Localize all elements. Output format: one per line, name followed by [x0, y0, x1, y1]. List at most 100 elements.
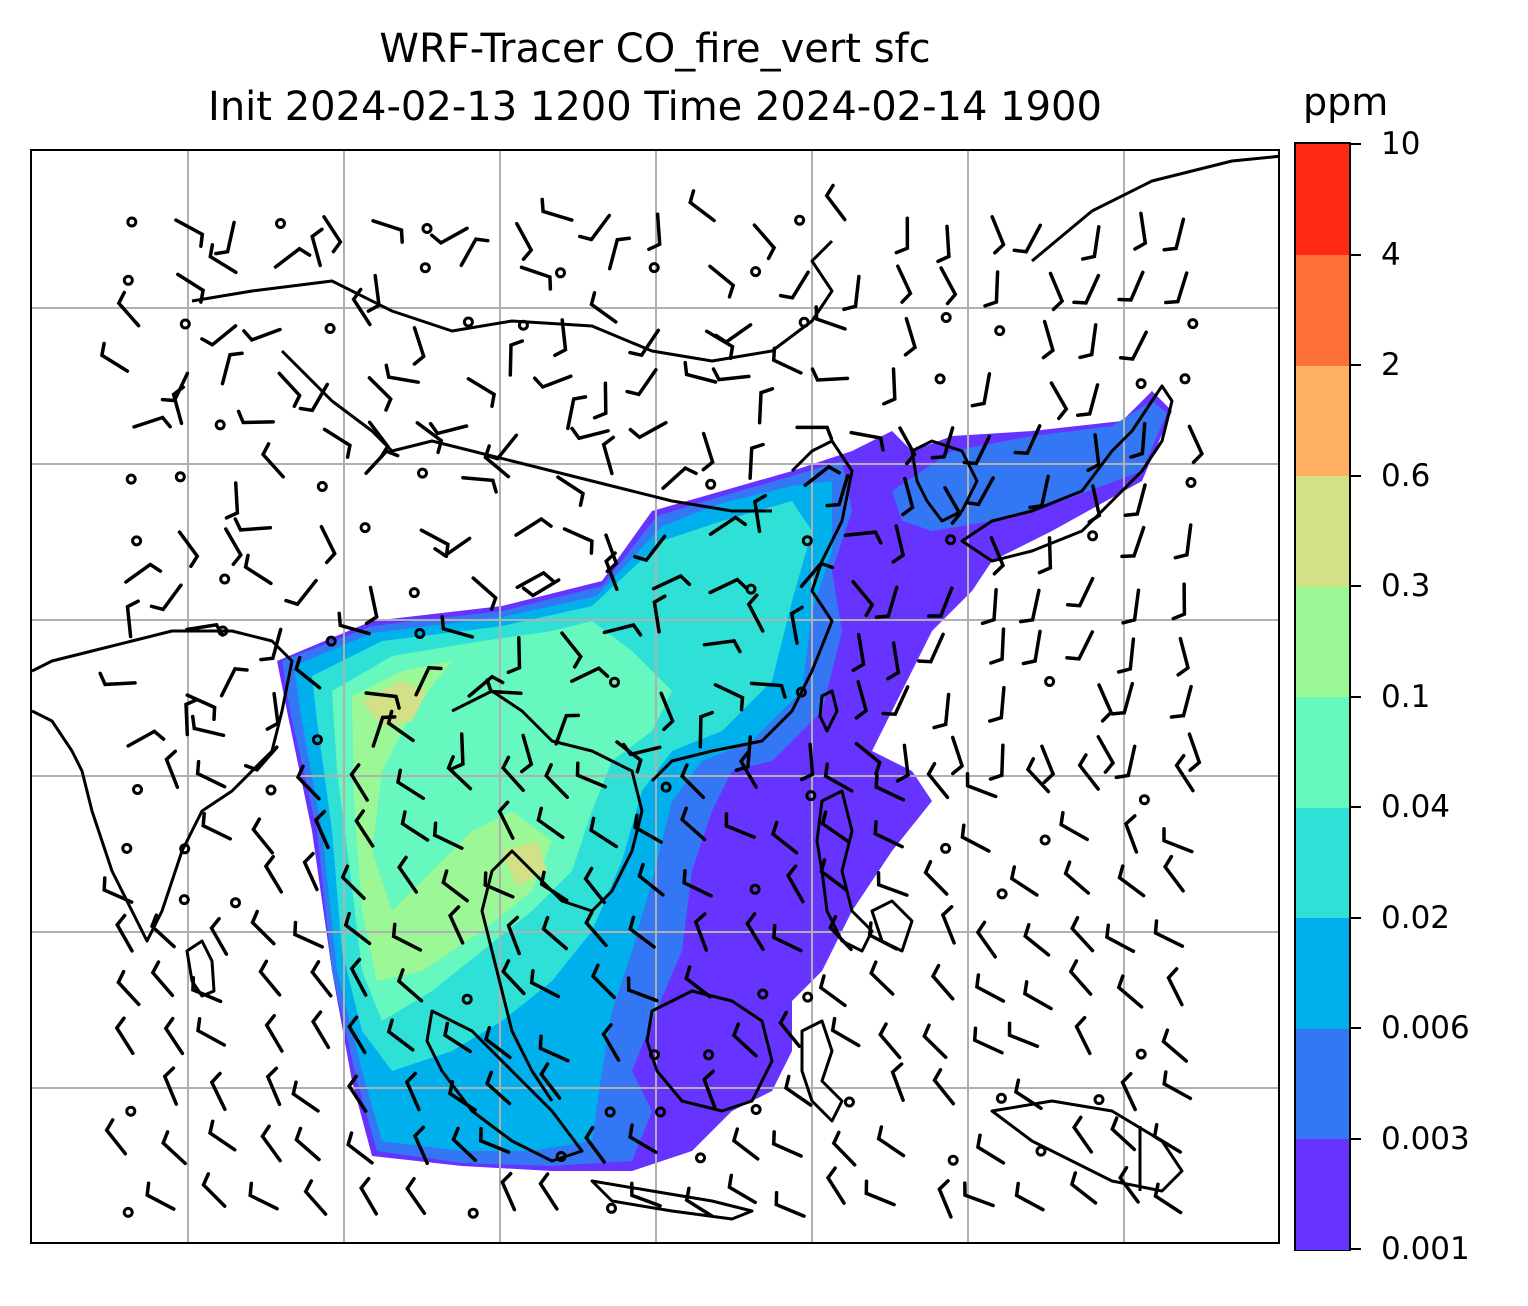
wind-barb [633, 534, 667, 563]
wind-barb [1123, 814, 1139, 854]
wind-barb [602, 623, 643, 637]
wind-barb [702, 1069, 717, 1110]
wind-barb [310, 1010, 331, 1050]
wind-barb [163, 1016, 185, 1056]
wind-barb [450, 732, 465, 771]
wind-barb [384, 363, 420, 384]
wind-barb [943, 486, 963, 525]
wind-barb [125, 599, 140, 639]
wind-barb [451, 1126, 478, 1162]
wind-barb [149, 913, 176, 949]
calm-wind-circle [178, 894, 190, 906]
wind-barb [448, 905, 465, 945]
wind-barb [251, 817, 275, 855]
wind-barb [628, 328, 661, 358]
calm-wind-circle [794, 214, 806, 226]
calm-wind-circle [947, 1154, 959, 1166]
calm-wind-circle [649, 1049, 660, 1061]
wind-barb [1087, 484, 1102, 524]
calm-wind-circle [802, 991, 814, 1003]
calm-wind-circle [609, 676, 620, 688]
wind-barb [693, 912, 709, 952]
wind-barb [386, 709, 415, 743]
wind-barb [785, 864, 805, 904]
calm-wind-circle [359, 522, 371, 534]
wind-barb [184, 697, 199, 737]
calm-wind-circle [750, 1104, 762, 1115]
wind-barb [784, 1074, 813, 1107]
sumatra-coastline [425, 1009, 584, 1163]
calm-wind-circle [555, 267, 566, 279]
wind-barb [171, 385, 185, 426]
wind-barb [190, 714, 226, 738]
wind-barb [114, 1016, 135, 1056]
wind-barb [1162, 1070, 1193, 1101]
wind-barb [479, 1127, 511, 1154]
wind-barb [1048, 271, 1065, 312]
colorbar [1294, 142, 1351, 1251]
wind-barb [818, 974, 847, 1008]
wind-barb [1123, 483, 1147, 518]
wind-barb [233, 517, 273, 532]
tracer-northeast-plume [892, 401, 1167, 531]
wind-barb [1162, 217, 1186, 252]
calm-wind-circle [705, 478, 717, 490]
calm-wind-circle [1187, 318, 1199, 330]
wind-barb [708, 515, 748, 536]
wind-barb [351, 287, 372, 327]
wind-barb [881, 685, 910, 717]
wind-barb [161, 1130, 187, 1166]
wind-barb [682, 869, 713, 898]
wind-barb [1018, 588, 1041, 624]
wind-barb [1176, 636, 1190, 677]
wind-barb [930, 426, 955, 460]
wind-barb [901, 476, 915, 517]
calm-wind-circle [214, 419, 226, 431]
wind-barb [126, 729, 166, 748]
wind-barb [713, 683, 745, 712]
map-canvas [32, 151, 1278, 1242]
wind-barb [1049, 381, 1069, 421]
wind-barb [539, 870, 569, 903]
wind-barb [628, 420, 668, 440]
colorbar-tick [1351, 364, 1361, 366]
wind-barb [1110, 1116, 1137, 1152]
wind-barb [680, 806, 707, 842]
wind-barb [397, 855, 419, 894]
wind-barb [532, 374, 573, 390]
wind-barb [864, 1179, 896, 1207]
wind-barb [604, 551, 619, 591]
wind-barb [536, 806, 565, 840]
wind-barb [242, 327, 282, 342]
wind-barb [346, 1131, 374, 1165]
wind-barb [1116, 637, 1136, 674]
wind-barb [940, 905, 956, 945]
wind-barb [825, 1166, 846, 1205]
wind-barb [746, 593, 765, 633]
wind-barb [1080, 225, 1101, 261]
wind-barb [556, 475, 585, 508]
calm-wind-circle [122, 274, 134, 286]
wind-barb [1009, 865, 1039, 897]
wind-barb [628, 915, 656, 949]
wind-barb [540, 197, 574, 222]
wind-barbs [98, 183, 1204, 1219]
wind-barb [990, 215, 1006, 255]
colorbar-tick [1351, 585, 1361, 587]
wind-barb [886, 641, 901, 681]
wind-barb [1162, 854, 1185, 893]
calm-wind-circle [648, 262, 660, 274]
wind-barb [347, 1074, 368, 1113]
wind-barb [570, 666, 610, 683]
wind-barb [980, 588, 998, 626]
wind-barb [882, 367, 897, 406]
wind-barb [731, 1022, 758, 1058]
wind-barb [322, 215, 343, 254]
wind-barb [965, 772, 998, 799]
wind-barb [538, 1172, 559, 1211]
wind-barb [1116, 974, 1144, 1009]
wind-barb [520, 733, 534, 774]
calm-wind-circle [798, 316, 810, 328]
wind-barb [214, 220, 236, 256]
wind-barb [932, 692, 951, 730]
